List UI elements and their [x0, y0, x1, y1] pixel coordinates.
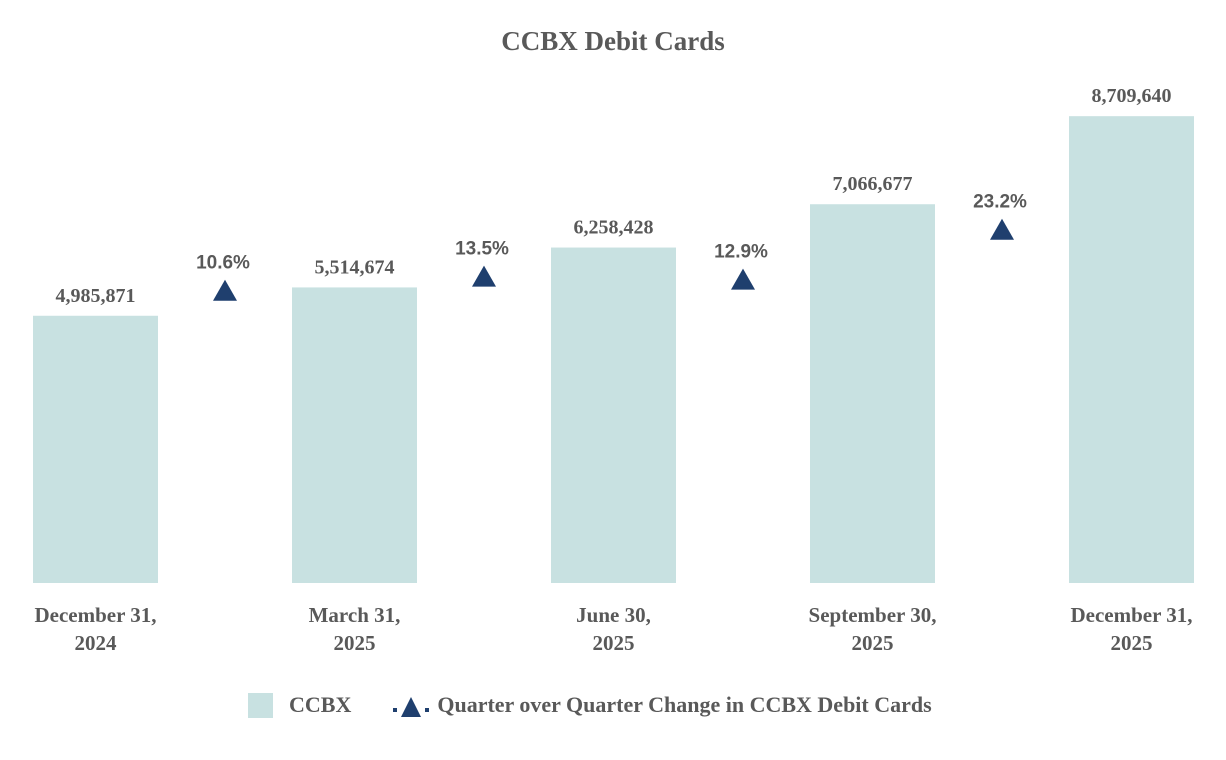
x-tick-label: June 30,	[576, 603, 651, 627]
x-tick-label: 2025	[1111, 631, 1153, 655]
bar	[292, 287, 417, 583]
bar	[1069, 116, 1194, 583]
change-marker	[213, 279, 237, 301]
legend-triangle-icon	[393, 697, 430, 717]
x-tick-label: 2025	[334, 631, 376, 655]
change-data-label: 12.9%	[714, 242, 768, 263]
legend-label-ccbx: CCBX	[289, 692, 352, 717]
chart-title: CCBX Debit Cards	[501, 26, 725, 56]
change-marker	[731, 268, 755, 290]
bar-data-label: 7,066,677	[833, 173, 913, 195]
change-marker	[990, 218, 1014, 240]
x-tick-label: December 31,	[1070, 603, 1192, 627]
legend: CCBX Quarter over Quarter Change in CCBX…	[248, 692, 932, 718]
change-data-label: 13.5%	[455, 239, 509, 260]
x-tick-label: 2025	[593, 631, 635, 655]
legend-label-change: Quarter over Quarter Change in CCBX Debi…	[437, 692, 932, 717]
legend-swatch-ccbx	[248, 692, 273, 718]
bar-data-label: 6,258,428	[574, 217, 654, 239]
x-tick-label: 2024	[75, 631, 118, 655]
bar	[551, 247, 676, 583]
x-tick-label: September 30,	[809, 603, 937, 627]
bar	[810, 204, 935, 583]
change-marker	[472, 265, 496, 287]
x-tick-label: 2025	[852, 631, 894, 655]
x-tick-label: December 31,	[34, 603, 156, 627]
change-data-label: 10.6%	[196, 253, 250, 274]
x-tick-label: March 31,	[309, 603, 401, 627]
change-data-label: 23.2%	[973, 192, 1027, 213]
bar-data-label: 8,709,640	[1092, 85, 1172, 107]
bar-data-label: 5,514,674	[315, 256, 395, 278]
bar-data-label: 4,985,871	[56, 285, 136, 307]
bar	[33, 315, 158, 583]
